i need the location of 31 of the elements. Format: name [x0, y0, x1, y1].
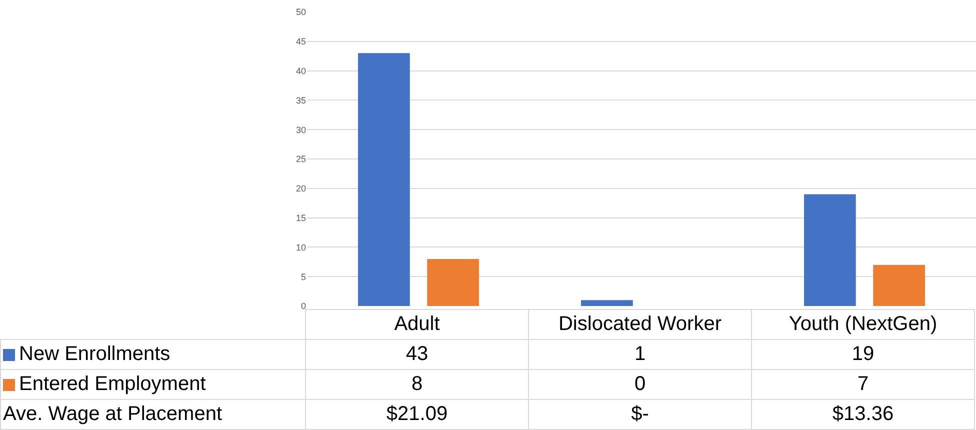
data-label: 0	[528, 370, 752, 400]
bar	[804, 194, 856, 306]
data-label: 43	[306, 340, 528, 370]
bar	[873, 264, 925, 306]
y-tick-label: 40	[296, 66, 306, 76]
bar	[427, 258, 479, 306]
legend-label: New Enrollments	[0, 340, 306, 370]
y-tick-label: 20	[296, 184, 306, 194]
y-tick-label: 50	[296, 7, 306, 18]
bar	[358, 53, 410, 306]
text: $13.36	[752, 400, 974, 430]
data-label: 19	[752, 340, 974, 370]
y-tick-label: 10	[296, 242, 306, 252]
text: Ave. Wage at Placement	[0, 400, 306, 430]
bar	[581, 300, 633, 306]
y-tick-label: 15	[296, 212, 306, 223]
y-tick-label: 5	[300, 272, 306, 282]
y-tick-label: 35	[296, 95, 306, 106]
y-tick-label: 0	[300, 301, 306, 312]
text: $21.09	[306, 400, 528, 430]
text: $-	[528, 400, 752, 430]
y-tick-label: 45	[296, 36, 306, 47]
x-tick-label: Youth (NextGen)	[752, 310, 974, 340]
data-label: 7	[752, 370, 974, 400]
data-label: 1	[528, 340, 752, 370]
y-tick-label: 30	[296, 124, 306, 135]
x-tick-label: Dislocated Worker	[528, 310, 752, 340]
x-tick-label: Adult	[306, 310, 528, 340]
legend-label: Entered Employment	[0, 370, 306, 400]
data-label: 8	[306, 370, 528, 400]
y-tick-label: 25	[296, 154, 306, 164]
